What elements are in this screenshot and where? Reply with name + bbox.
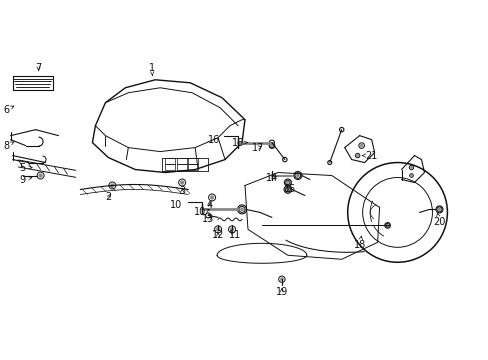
Circle shape [285, 180, 289, 185]
Text: 15: 15 [283, 184, 295, 194]
Text: 14: 14 [265, 172, 278, 183]
Text: 8: 8 [3, 141, 14, 150]
Circle shape [296, 174, 299, 177]
Text: 2: 2 [105, 193, 111, 202]
Text: 21: 21 [362, 150, 377, 161]
Circle shape [109, 182, 116, 189]
Text: 18: 18 [353, 236, 365, 250]
Circle shape [39, 174, 42, 177]
Circle shape [37, 172, 44, 179]
Circle shape [230, 228, 233, 231]
Circle shape [239, 206, 244, 212]
Text: 1: 1 [149, 63, 155, 76]
Circle shape [286, 181, 288, 184]
Circle shape [178, 179, 185, 186]
Text: 13: 13 [202, 215, 214, 224]
Text: 16: 16 [231, 138, 247, 148]
Circle shape [240, 208, 243, 211]
Circle shape [280, 278, 283, 281]
Circle shape [358, 143, 364, 148]
Bar [165, 158, 175, 163]
Text: 9: 9 [20, 175, 32, 185]
Bar [188, 164, 198, 170]
Circle shape [286, 188, 289, 191]
Bar [176, 164, 186, 170]
Circle shape [437, 208, 440, 211]
Circle shape [356, 154, 358, 157]
Text: 6: 6 [3, 105, 14, 115]
Circle shape [285, 187, 290, 192]
Circle shape [180, 181, 183, 184]
Text: 5: 5 [20, 162, 32, 172]
Circle shape [436, 207, 441, 212]
Text: 10: 10 [194, 207, 209, 217]
Bar [176, 158, 186, 163]
Text: 20: 20 [432, 213, 445, 228]
Bar [165, 164, 175, 170]
Text: 10: 10 [170, 201, 182, 211]
Text: 17: 17 [251, 143, 264, 153]
Circle shape [410, 175, 412, 176]
Circle shape [278, 276, 285, 282]
Bar [188, 158, 198, 163]
Circle shape [228, 226, 235, 233]
Circle shape [269, 143, 274, 148]
Text: 4: 4 [206, 201, 213, 211]
Text: 19: 19 [275, 287, 287, 297]
Circle shape [216, 228, 220, 231]
Text: 7: 7 [36, 63, 41, 73]
Circle shape [386, 224, 388, 226]
Circle shape [409, 166, 412, 169]
Circle shape [408, 165, 413, 170]
Circle shape [359, 144, 363, 147]
Circle shape [355, 153, 359, 158]
Text: 12: 12 [211, 230, 224, 240]
Text: 16: 16 [207, 135, 220, 145]
Text: 11: 11 [228, 230, 241, 240]
Circle shape [208, 194, 215, 201]
Circle shape [409, 174, 412, 177]
Circle shape [268, 143, 274, 148]
Circle shape [110, 184, 114, 188]
Circle shape [214, 226, 221, 233]
Circle shape [294, 173, 300, 178]
Circle shape [385, 224, 388, 227]
Text: 3: 3 [179, 186, 185, 197]
Circle shape [270, 144, 273, 147]
Circle shape [210, 195, 214, 199]
